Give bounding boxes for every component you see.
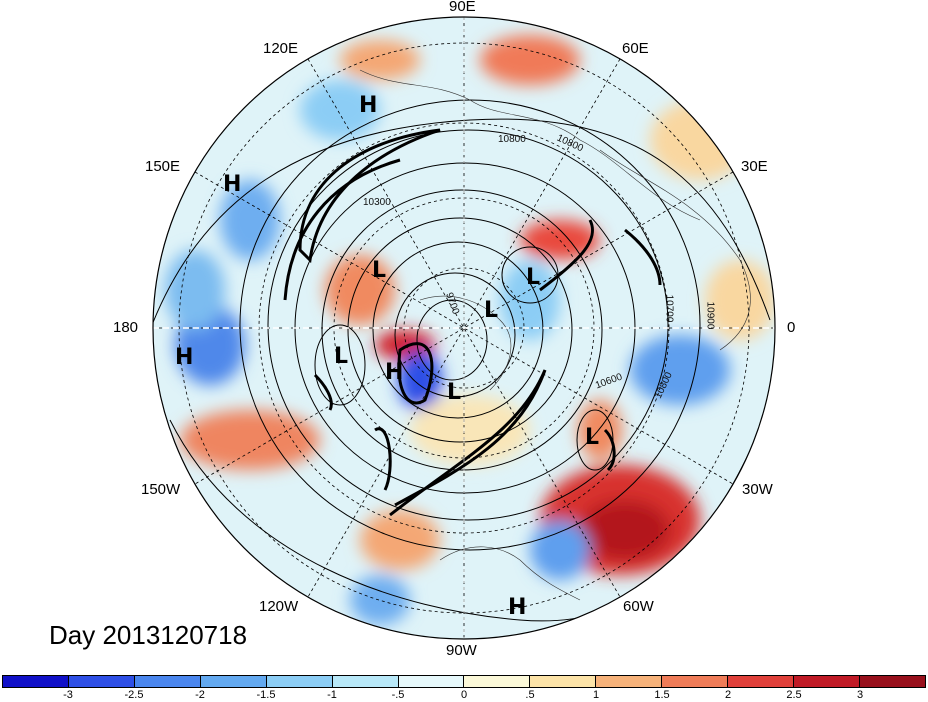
high-pressure-label: H (385, 360, 404, 385)
lon-label-0: 0 (787, 319, 796, 336)
low-pressure-label: L (526, 265, 541, 290)
colorbar-tick-label: -1.5 (256, 689, 276, 701)
colorbar-segment (398, 676, 465, 687)
colorbar-segment (134, 676, 201, 687)
lon-label-60w: 60W (623, 598, 654, 615)
colorbar-tick-label: 0 (460, 689, 468, 701)
colorbar-tick-label: -2.5 (124, 689, 144, 701)
lon-label-30w: 30W (742, 481, 773, 498)
colorbar-segment (859, 676, 925, 687)
low-pressure-label: L (585, 425, 600, 450)
colorbar-tick-label: .5 (525, 689, 535, 701)
colorbar-tick-label: 2.5 (786, 689, 802, 701)
low-pressure-label: L (372, 258, 387, 283)
polar-map (152, 16, 776, 640)
colorbar-segment (200, 676, 267, 687)
lon-label-90e: 90E (449, 0, 476, 15)
colorbar-segment (3, 676, 69, 687)
coastlines (359, 69, 751, 601)
contour-label: 10700 (663, 294, 675, 323)
day-label: Day 2013120718 (49, 620, 248, 650)
high-pressure-label: H (359, 93, 378, 118)
low-pressure-label: L (334, 344, 349, 369)
low-pressure-label: L (447, 380, 462, 405)
colorbar-segment (794, 676, 860, 687)
lon-label-90w: 90W (446, 642, 477, 659)
colorbar-segment (464, 676, 531, 687)
lon-label-120w: 120W (259, 598, 299, 615)
colorbar-tick-label: -2 (195, 689, 205, 701)
contour-label: 10900 (704, 301, 716, 330)
colorbar-segment (530, 676, 597, 687)
contour-label: 10300 (363, 197, 391, 208)
colorbar-tick-label: 3 (856, 689, 864, 701)
lon-label-120e: 120E (263, 40, 299, 57)
jet-streak-contours (283, 128, 662, 517)
colorbar-segment (266, 676, 333, 687)
colorbar-tick-label: 1.5 (654, 689, 670, 701)
colorbar-tick-label: 2 (724, 689, 732, 701)
lon-label-150w: 150W (141, 481, 181, 498)
colorbar-segment (728, 676, 795, 687)
lon-label-60e: 60E (622, 40, 649, 57)
lon-label-180: 180 (113, 319, 139, 336)
colorbar (2, 675, 926, 688)
high-pressure-label: H (508, 595, 527, 620)
colorbar-segment (332, 676, 399, 687)
colorbar-segment (596, 676, 663, 687)
low-pressure-label: L (484, 298, 499, 323)
colorbar-tick-label: -.5 (391, 689, 405, 701)
high-pressure-label: H (175, 345, 194, 370)
contour-label: 10800 (498, 134, 526, 145)
colorbar-tick-label: -1 (327, 689, 337, 701)
lon-label-150e: 150E (145, 158, 181, 175)
colorbar-segment (68, 676, 135, 687)
high-pressure-label: H (223, 172, 242, 197)
colorbar-tick-label: -3 (63, 689, 73, 701)
lon-label-30e: 30E (741, 158, 768, 175)
colorbar-segment (662, 676, 729, 687)
colorbar-tick-label: 1 (592, 689, 600, 701)
map-boundary (152, 16, 776, 640)
